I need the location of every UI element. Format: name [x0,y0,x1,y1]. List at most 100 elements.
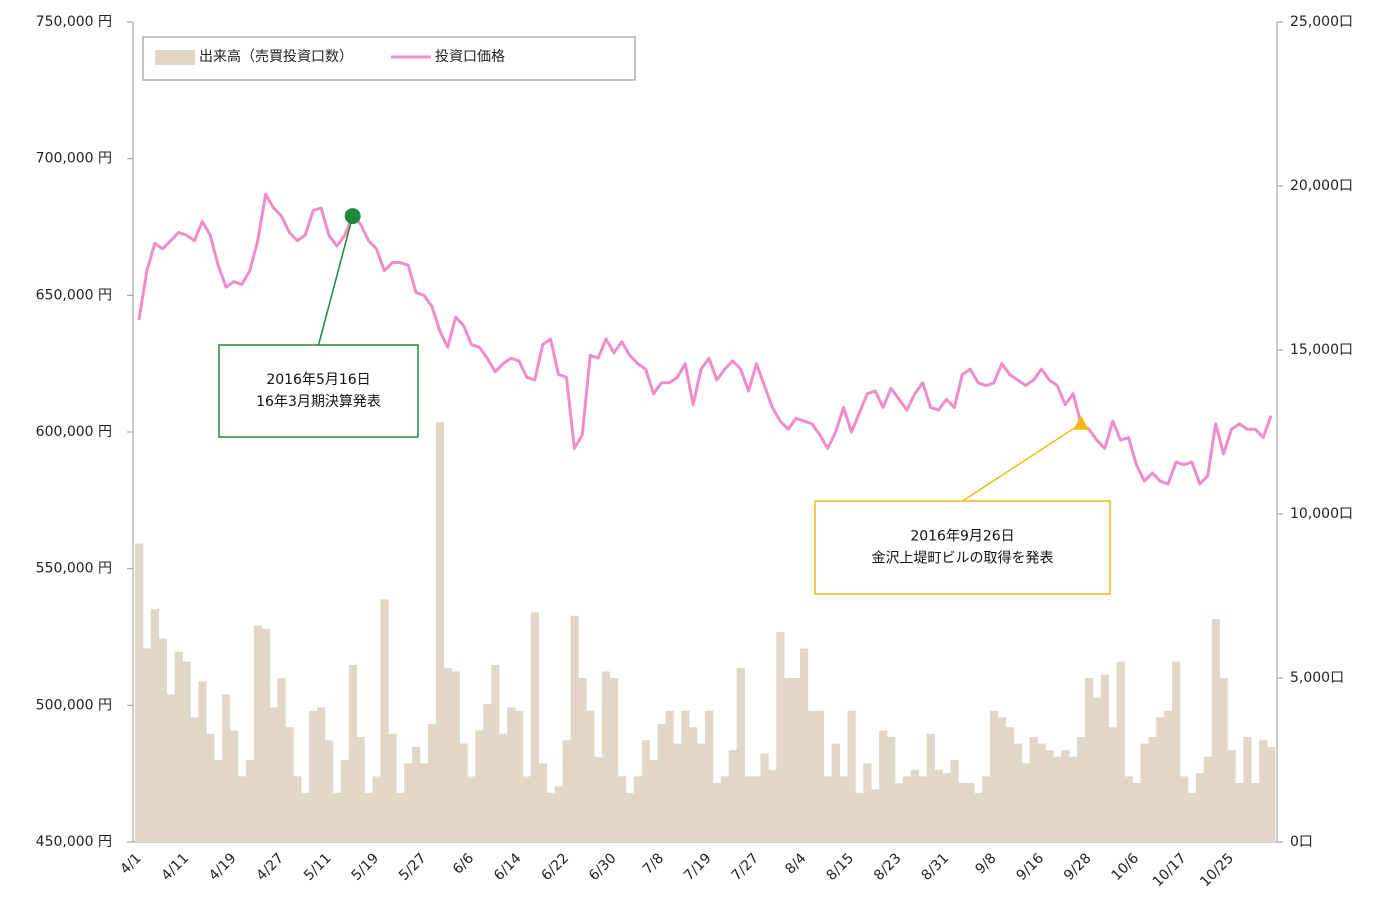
bar [293,776,302,842]
bar [570,615,579,842]
bar [649,760,658,842]
bar [1156,717,1165,842]
bar [182,661,191,842]
bar [997,717,1007,842]
x-tick-label: 10/6 [1109,850,1143,884]
bar [776,632,785,842]
bar [942,773,951,842]
x-tick-label: 7/8 [640,850,667,877]
x-tick-label: 5/27 [396,850,430,884]
bar [237,776,247,842]
x-tick-label: 4/19 [206,850,240,884]
y-tick-label: 750,000 円 [36,14,112,30]
bar [396,792,405,842]
bar [459,743,468,842]
bar [610,678,619,842]
bar [245,760,255,842]
bar [309,710,318,842]
bar [966,782,975,842]
bar [895,782,904,842]
annotation-box [218,344,419,438]
bar [1053,756,1062,842]
bar [1077,737,1086,842]
price-line [137,192,1273,486]
legend-label: 出来高（売買投資口数） [199,48,353,65]
bar [768,769,777,842]
bar [1203,756,1212,842]
x-tick-label: 4/11 [159,850,193,884]
bar [388,733,397,842]
bar [364,792,373,842]
bar [744,776,753,842]
bar [1187,792,1197,842]
bar [736,668,745,842]
annotation-text: 金沢上堤町ビルの取得を発表 [872,550,1054,567]
bar [348,664,357,842]
bar [214,760,223,842]
x-tick-label: 9/16 [1014,850,1048,884]
bar [934,769,943,842]
bar [1029,737,1038,842]
bar [633,776,642,842]
bar [190,717,199,842]
bar [142,648,152,842]
bar [1021,763,1030,842]
bar [554,786,563,842]
bar [578,678,587,842]
bar [752,776,761,842]
bar [839,776,848,842]
bar [158,638,167,842]
legend: 出来高（売買投資口数） 投資口価格 [142,36,636,81]
bar [918,776,927,842]
bar [1124,776,1133,842]
bar [1211,618,1220,842]
x-tick-label: 7/19 [681,850,715,884]
bar [420,763,429,842]
annotation-marker [1073,415,1090,430]
bar [990,710,999,842]
legend-box [142,36,636,81]
bar [150,609,160,842]
annotation-box [814,500,1111,595]
bar [910,769,920,842]
y-tick-label: 600,000 円 [36,424,112,440]
bar [467,776,476,842]
bar [950,760,959,842]
bar [427,723,437,842]
x-tick-label: 6/30 [586,850,620,884]
y2-tick-label: 10,000口 [1290,506,1353,522]
bar [800,648,809,842]
bar [847,710,856,842]
bar [1069,756,1078,842]
bar [404,763,413,842]
bar [657,723,666,842]
bar [697,743,706,842]
bar [594,756,603,842]
bar [483,704,492,842]
bar [792,678,801,842]
bar [269,707,278,842]
x-tick-label: 7/27 [729,850,763,884]
bar [784,678,793,842]
bar [689,727,698,842]
bar [198,681,207,842]
bar [206,733,215,842]
x-tick-label: 9/28 [1061,850,1095,884]
bar [902,776,912,842]
x-tick-label: 4/27 [254,850,288,884]
bar [855,792,864,842]
bar [546,792,555,842]
bar [1227,750,1236,842]
bar [1092,697,1102,842]
bar [712,782,722,842]
x-tick-label: 10/25 [1197,850,1237,890]
bar [1132,782,1141,842]
bar [253,625,262,842]
bar [1148,737,1157,842]
bar [515,710,524,842]
x-tick-label: 8/15 [824,850,858,884]
bar [760,753,769,842]
y2-tick-label: 20,000口 [1290,178,1353,194]
bar [285,727,294,842]
